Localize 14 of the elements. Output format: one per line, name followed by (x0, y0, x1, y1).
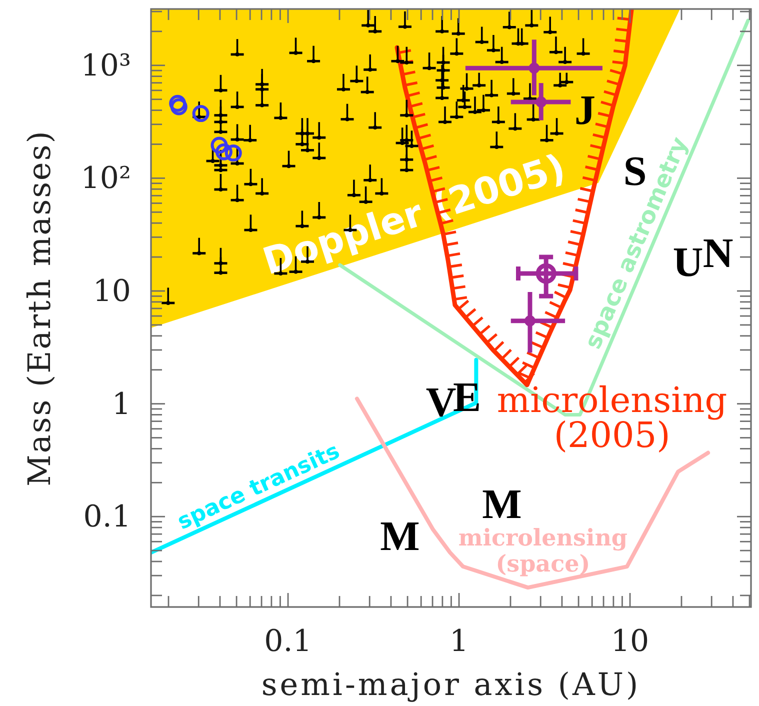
annotation: N (702, 231, 734, 277)
x-axis-title: semi-major axis (AU) (261, 667, 641, 703)
y-tick-label: 1 (112, 386, 131, 422)
x-tick-label: 1 (449, 624, 469, 659)
y-tick-label: 10³ (80, 48, 131, 83)
annotation: J (574, 88, 596, 134)
y-tick-label: 0.1 (83, 499, 131, 534)
y-tick-label: 10² (80, 160, 131, 196)
series-label: microlensing (2005) (496, 380, 728, 456)
annotation: M (380, 514, 420, 560)
y-tick-label: 10 (92, 273, 131, 308)
x-tick-label: 0.1 (264, 624, 312, 659)
x-tick-label: 10 (610, 624, 650, 659)
y-axis-title: Mass (Earth masses) (22, 130, 58, 486)
